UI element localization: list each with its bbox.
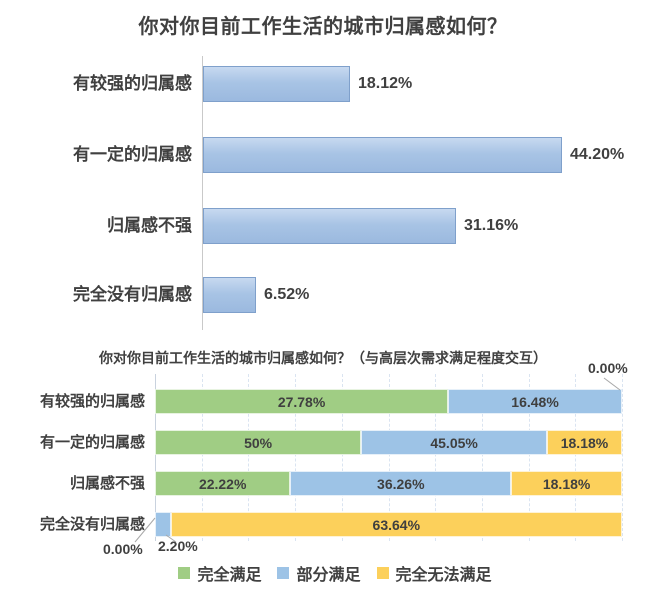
top-chart-title: 你对你目前工作生活的城市归属感如何？ (0, 10, 646, 39)
top-bar-1[interactable] (203, 66, 350, 102)
top-category-label: 完全没有归属感 (0, 277, 192, 313)
segment-部分满足[interactable]: 36.26% (290, 471, 511, 496)
top-value-label: 44.20% (570, 137, 624, 173)
bottom-category-label: 有较强的归属感 (0, 389, 145, 414)
top-bar-3[interactable] (203, 208, 456, 244)
segment-完全满足[interactable]: 22.22% (155, 471, 290, 496)
legend-item-部分满足[interactable]: 部分满足 (277, 561, 360, 585)
segment-完全满足[interactable]: 50% (155, 430, 361, 455)
stacked-bar-row-2: 50% 45.05% 18.18% (155, 430, 622, 455)
legend-swatch-icon (178, 567, 190, 579)
legend-item-完全无法满足[interactable]: 完全无法满足 (377, 561, 492, 585)
top-category-label: 归属感不强 (0, 208, 192, 244)
stacked-bar-row-4: 63.64% (155, 512, 622, 537)
segment-value-label: 27.78% (278, 394, 325, 410)
legend-label: 完全无法满足 (396, 561, 492, 585)
bottom-category-label: 完全没有归属感 (0, 512, 145, 537)
segment-value-label: 36.26% (377, 476, 424, 492)
segment-部分满足[interactable] (155, 512, 171, 537)
bottom-category-label: 有一定的归属感 (0, 430, 145, 455)
legend-swatch-icon (277, 567, 289, 579)
bottom-category-label: 归属感不强 (0, 471, 145, 496)
segment-value-label: 50% (244, 435, 272, 451)
segment-完全满足[interactable]: 27.78% (155, 389, 448, 414)
segment-value-label: 18.18% (561, 435, 608, 451)
top-bar-2[interactable] (203, 137, 562, 173)
segment-完全无法满足[interactable]: 18.18% (547, 430, 622, 455)
segment-value-label: 63.64% (373, 517, 420, 533)
callout-row4-green-zero: 0.00% (103, 541, 143, 557)
callout-row1-yellow-zero: 0.00% (588, 360, 628, 376)
legend-label: 部分满足 (296, 561, 360, 585)
segment-value-label: 22.22% (199, 476, 246, 492)
legend-label: 完全满足 (197, 561, 261, 585)
segment-value-label: 16.48% (511, 394, 558, 410)
segment-部分满足[interactable]: 45.05% (361, 430, 547, 455)
top-value-label: 6.52% (264, 277, 309, 313)
legend-item-完全满足[interactable]: 完全满足 (178, 561, 261, 585)
legend-swatch-icon (377, 567, 389, 579)
stacked-bar-row-1: 27.78% 16.48% (155, 389, 622, 414)
segment-value-label: 18.18% (543, 476, 590, 492)
callout-row4-blue-small: 2.20% (158, 538, 198, 554)
legend: 完全满足 部分满足 完全无法满足 (12, 561, 646, 585)
segment-部分满足[interactable]: 16.48% (448, 389, 622, 414)
segment-完全无法满足[interactable]: 63.64% (171, 512, 622, 537)
top-category-label: 有一定的归属感 (0, 137, 192, 173)
stacked-bar-row-3: 22.22% 36.26% 18.18% (155, 471, 622, 496)
top-value-label: 18.12% (358, 66, 412, 102)
top-value-label: 31.16% (464, 208, 518, 244)
top-bar-4[interactable] (203, 277, 256, 313)
top-category-label: 有较强的归属感 (0, 66, 192, 102)
bottom-chart-title: 你对你目前工作生活的城市归属感如何？（与高层次需求满足程度交互） (0, 348, 646, 368)
segment-完全无法满足[interactable]: 18.18% (511, 471, 622, 496)
gridline (622, 374, 623, 541)
belonging-charts-canvas: 你对你目前工作生活的城市归属感如何？ 有较强的归属感 18.12% 有一定的归属感 4… (0, 0, 646, 589)
segment-value-label: 45.05% (430, 435, 477, 451)
